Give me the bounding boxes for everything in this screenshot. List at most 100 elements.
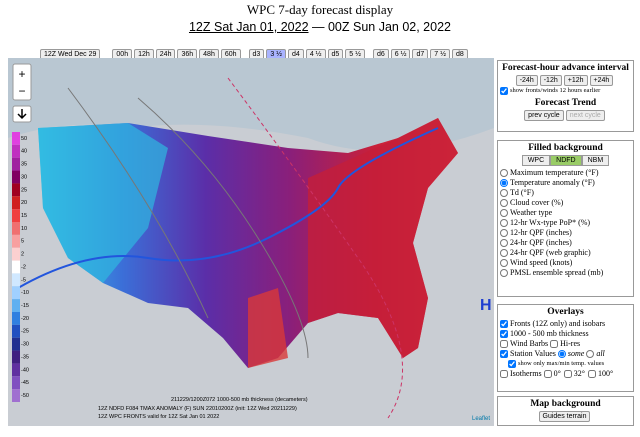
trend-button[interactable]: next cycle xyxy=(565,110,605,121)
legend-label: 35 xyxy=(21,162,27,168)
radio[interactable] xyxy=(500,249,508,257)
radio[interactable] xyxy=(500,199,508,207)
legend-label: -10 xyxy=(21,290,29,296)
legend-swatch xyxy=(12,222,20,235)
legend-label: -2 xyxy=(21,264,26,270)
legend-label: -20 xyxy=(21,316,29,322)
legend-swatch xyxy=(12,183,20,197)
label: Wind Barbs xyxy=(510,339,549,348)
radio[interactable] xyxy=(500,219,508,227)
radio[interactable] xyxy=(500,169,508,177)
tab[interactable]: NBM xyxy=(581,155,610,166)
map-footer: 12Z NDFD F084 TMAX ANOMALY (F) SUN 22010… xyxy=(98,406,297,412)
legend-label: -40 xyxy=(21,367,29,373)
checkbox[interactable] xyxy=(500,340,508,348)
checkbox[interactable] xyxy=(500,87,508,95)
radio[interactable] xyxy=(586,350,595,358)
option-label: 24-hr QPF (inches) xyxy=(510,238,572,247)
legend-label: 15 xyxy=(21,213,27,219)
filled-panel: Filled background WPC NDFD NBM Maximum tem… xyxy=(497,140,634,297)
legend-label: 2 xyxy=(21,252,24,258)
legend-swatch xyxy=(12,299,20,312)
advance-buttons: -24h -12h +12h +24h xyxy=(498,75,633,86)
checkbox[interactable] xyxy=(500,320,508,328)
attribution[interactable]: Leaflet xyxy=(472,416,490,422)
radio[interactable] xyxy=(500,259,508,267)
radio[interactable] xyxy=(557,350,566,358)
legend-swatch xyxy=(12,286,20,300)
isobar xyxy=(137,97,309,359)
radio[interactable] xyxy=(500,179,508,187)
option-row: 12-hr Wx-type PoP* (%) xyxy=(498,218,633,228)
isobar xyxy=(67,87,209,319)
legend-label: -25 xyxy=(21,329,29,335)
iso-label: 32° xyxy=(573,369,585,378)
checkbox-row: show fronts/winds 12 hours earlier xyxy=(498,86,633,96)
radio[interactable] xyxy=(500,189,508,197)
checkbox[interactable] xyxy=(550,340,559,348)
legend-swatch xyxy=(12,144,20,158)
row: 1000 - 500 mb thickness xyxy=(498,329,633,339)
option-label: 12-hr QPF (inches) xyxy=(510,228,572,237)
iso-label: 0° xyxy=(553,369,561,378)
option-label: Td (°F) xyxy=(510,188,534,197)
legend-swatch xyxy=(12,234,20,248)
trend-buttons: prev cycle next cycle xyxy=(498,110,633,121)
legend-label: -50 xyxy=(21,393,29,399)
advance-button[interactable]: +24h xyxy=(589,75,614,86)
option-label: PMSL ensemble spread (mb) xyxy=(510,268,604,277)
checkbox[interactable] xyxy=(508,360,516,368)
section-title: Filled background xyxy=(528,143,603,153)
advance-button[interactable]: -24h xyxy=(515,75,538,86)
zoom-out[interactable]: − xyxy=(18,84,25,98)
legend-label: -45 xyxy=(21,380,29,386)
zoom-in[interactable]: + xyxy=(18,67,25,81)
separator: — xyxy=(312,20,325,34)
row: Wind Barbs Hi-res xyxy=(498,339,633,349)
section-title: Forecast-hour advance interval xyxy=(502,63,629,73)
legend-label: 40 xyxy=(21,149,27,155)
legend-swatch xyxy=(12,363,20,377)
option-row: 24-hr QPF (web graphic) xyxy=(498,248,633,258)
option-row: Maximum temperature (°F) xyxy=(498,168,633,178)
label: show only max/min temp. values xyxy=(518,360,605,367)
legend-label: 50 xyxy=(21,136,27,142)
option-row: PMSL ensemble spread (mb) xyxy=(498,268,633,278)
checkbox[interactable] xyxy=(563,370,572,378)
option-label: Weather type xyxy=(510,208,553,217)
option-row: 24-hr QPF (inches) xyxy=(498,238,633,248)
tab[interactable]: WPC xyxy=(521,155,551,166)
texas-warm xyxy=(248,288,288,368)
legend-swatch xyxy=(12,132,20,145)
label: 1000 - 500 mb thickness xyxy=(510,329,589,338)
tab[interactable]: NDFD xyxy=(550,155,582,166)
radio[interactable] xyxy=(500,209,508,217)
advance-button[interactable]: +12h xyxy=(563,75,588,86)
radio[interactable] xyxy=(500,239,508,247)
legend-swatch xyxy=(12,157,20,171)
row: Station Values some all xyxy=(498,349,633,359)
legend-swatch xyxy=(12,209,20,222)
option-label: Wind speed (knots) xyxy=(510,258,573,267)
options: Maximum temperature (°F) Temperature anom… xyxy=(498,168,633,278)
option-row: 12-hr QPF (inches) xyxy=(498,228,633,238)
checkbox[interactable] xyxy=(500,330,508,338)
checkbox[interactable] xyxy=(500,370,508,378)
legend-label: 10 xyxy=(21,226,27,232)
checkbox[interactable] xyxy=(500,350,508,358)
background-select[interactable]: Guides terrain xyxy=(538,411,591,422)
trend-button[interactable]: prev cycle xyxy=(524,110,564,121)
checkbox[interactable] xyxy=(587,370,596,378)
zoom-control xyxy=(12,63,32,101)
legend-swatch xyxy=(12,350,20,364)
legend-swatch xyxy=(12,260,20,274)
legend-swatch xyxy=(12,376,20,390)
page-title: WPC 7-day forecast display xyxy=(246,2,394,17)
legend-swatch xyxy=(12,247,20,261)
checkbox[interactable] xyxy=(543,370,552,378)
radio[interactable] xyxy=(500,229,508,237)
advance-button[interactable]: -12h xyxy=(539,75,562,86)
download-icon xyxy=(17,109,27,120)
radio[interactable] xyxy=(500,269,508,277)
